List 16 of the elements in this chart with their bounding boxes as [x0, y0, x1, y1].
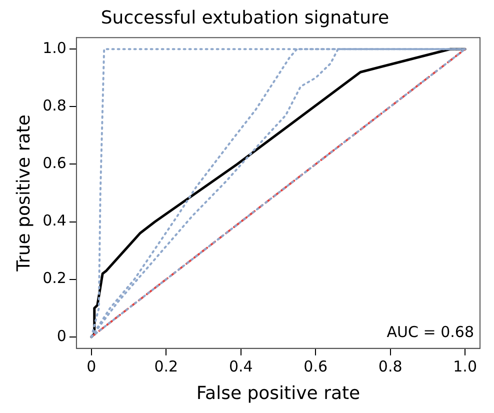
- x-tick-label: 0.2: [154, 357, 178, 376]
- y-tick-label: 0.8: [42, 96, 66, 115]
- y-tick-label: 0.6: [42, 154, 66, 172]
- annotation: AUC = 0.68: [386, 322, 474, 341]
- x-tick-label: 0.6: [304, 357, 328, 376]
- x-axis-title: False positive rate: [196, 382, 360, 404]
- chart-title: Successful extubation signature: [100, 7, 390, 28]
- y-tick-label: 1.0: [42, 39, 66, 57]
- y-axis-title: True positive rate: [13, 114, 34, 272]
- x-tick-label: 0: [86, 357, 96, 376]
- y-tick-label: 0: [56, 326, 66, 345]
- y-tick-label: 0.2: [42, 269, 66, 288]
- x-tick-label: 1.0: [453, 357, 477, 376]
- x-tick-label: 0.4: [228, 357, 253, 376]
- x-tick-label: 0.8: [378, 357, 402, 376]
- y-tick-label: 0.4: [42, 212, 66, 230]
